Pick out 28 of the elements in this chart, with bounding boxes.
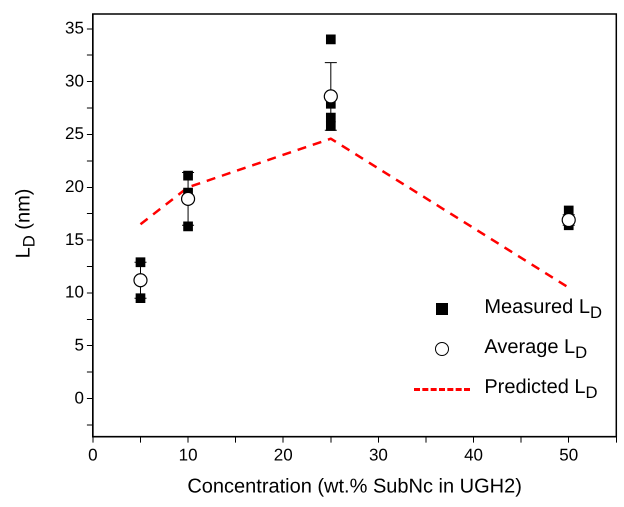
x-tick-label: 0 (88, 445, 98, 464)
point (183, 170, 193, 180)
y-tick-label: 25 (64, 124, 84, 144)
y-tick-label: 0 (74, 388, 84, 408)
y-tick-label: 10 (64, 282, 84, 302)
x-tick-label: 40 (464, 445, 484, 464)
x-tick-label: 30 (368, 445, 388, 464)
point (326, 34, 336, 44)
point (180, 192, 196, 206)
point (133, 273, 148, 288)
point (183, 222, 193, 232)
point (324, 89, 338, 104)
y-tick-label: 30 (64, 71, 84, 90)
x-axis-title: Concentration (wt.% SubNc in UGH2) (187, 476, 522, 498)
point (136, 257, 146, 268)
y-tick-label: 5 (74, 335, 84, 354)
x-tick-label: 50 (559, 445, 578, 464)
y-tick-label: 20 (64, 176, 84, 196)
legend-label: Predicted L$_{D}$ (484, 376, 598, 402)
y-tick-label: 15 (64, 230, 84, 249)
line-series (139, 137, 570, 289)
x-tick-label: 10 (178, 445, 198, 464)
point (136, 293, 146, 304)
legend-label: Measured L$_{D}$ (484, 296, 602, 322)
legend-label: Average L$_{D}$ (484, 336, 588, 362)
x-tick-label: 20 (274, 445, 293, 464)
y-tick-label: 35 (64, 18, 84, 38)
point (326, 121, 336, 131)
